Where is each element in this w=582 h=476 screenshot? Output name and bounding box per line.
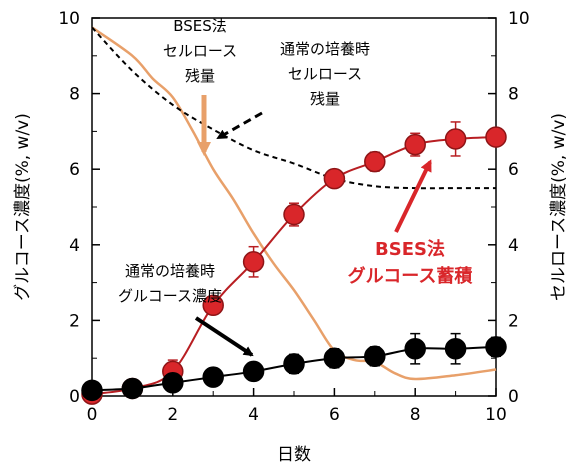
bses-glucose-point [242, 251, 265, 273]
normal-glucose-point [242, 360, 265, 383]
annotation-line: BSES法 [375, 238, 445, 260]
x-axis-label: 日数 [277, 445, 311, 465]
annotation-arrow [216, 111, 263, 140]
annotation-line: グルコース蓄積 [348, 265, 474, 287]
annotation-line: 通常の培養時 [125, 262, 215, 280]
annotation-arrow [394, 159, 432, 233]
normal-glucose-point [162, 372, 184, 394]
normal-cellulose-line [91, 26, 496, 190]
x-tick-label: 10 [485, 405, 507, 425]
y-left-tick-label: 0 [69, 387, 80, 407]
bses-glucose-point [444, 128, 467, 150]
normal-glucose-point [323, 347, 346, 369]
normal-glucose-point [121, 377, 144, 400]
annotation-line: 残量 [310, 90, 340, 108]
y-right-tick-label: 10 [508, 9, 530, 29]
y-right-tick-label: 0 [508, 387, 519, 407]
y-left-tick-label: 2 [69, 311, 80, 331]
y-right-tick-label: 8 [508, 85, 519, 105]
normal-glucose-point [283, 353, 305, 375]
x-tick-label: 6 [329, 405, 340, 425]
y-left-tick-label: 6 [69, 160, 80, 180]
y-right-tick-label: 4 [508, 236, 519, 256]
normal-glucose-point [202, 366, 224, 388]
normal-glucose-point [364, 345, 386, 368]
annotation-normal-glucose: 通常の培養時 グルコース濃度 [118, 262, 254, 357]
x-tick-label: 2 [167, 405, 178, 425]
bses-glucose-point [202, 294, 224, 317]
bses-glucose-point [364, 150, 386, 173]
x-tick-label: 0 [87, 405, 98, 425]
y-axis-right-label: セルロース濃度(%, w/v) [549, 113, 569, 301]
x-tick-label: 8 [410, 405, 421, 425]
y-left-tick-label: 10 [58, 9, 80, 29]
y-left-tick-label: 8 [69, 85, 80, 105]
normal-glucose-point [404, 338, 426, 360]
annotation-line: 残量 [185, 67, 215, 85]
annotation-bses-glucose: BSES法 グルコース蓄積 [348, 159, 474, 287]
bses-glucose-point [404, 133, 426, 156]
annotation-normal-cellulose: 通常の培養時 セルロース 残量 [216, 40, 370, 140]
bses-cellulose-line [91, 26, 497, 381]
annotation-line: セルロース [163, 42, 237, 60]
normal-glucose-point [81, 379, 103, 402]
annotation-arrow [194, 316, 254, 357]
bses-glucose-point [485, 126, 507, 148]
normal-glucose-point [444, 338, 467, 360]
annotation-line: 通常の培養時 [280, 40, 370, 58]
normal-glucose-point [485, 336, 507, 358]
annotation-line: グルコース濃度 [118, 287, 222, 305]
bses-glucose-point [323, 167, 346, 190]
y-right-tick-label: 2 [508, 311, 519, 331]
annotation-bses-cellulose: BSES法 セルロース 残量 [163, 17, 237, 156]
x-tick-label: 4 [248, 405, 259, 425]
y-axis-left-label: グルコース濃度(%, w/v) [13, 113, 33, 301]
y-left-tick-label: 4 [69, 236, 80, 256]
annotation-line: セルロース [288, 65, 362, 83]
annotation-line: BSES法 [173, 17, 227, 35]
y-right-tick-label: 6 [508, 160, 519, 180]
bses-glucose-point [283, 203, 305, 226]
